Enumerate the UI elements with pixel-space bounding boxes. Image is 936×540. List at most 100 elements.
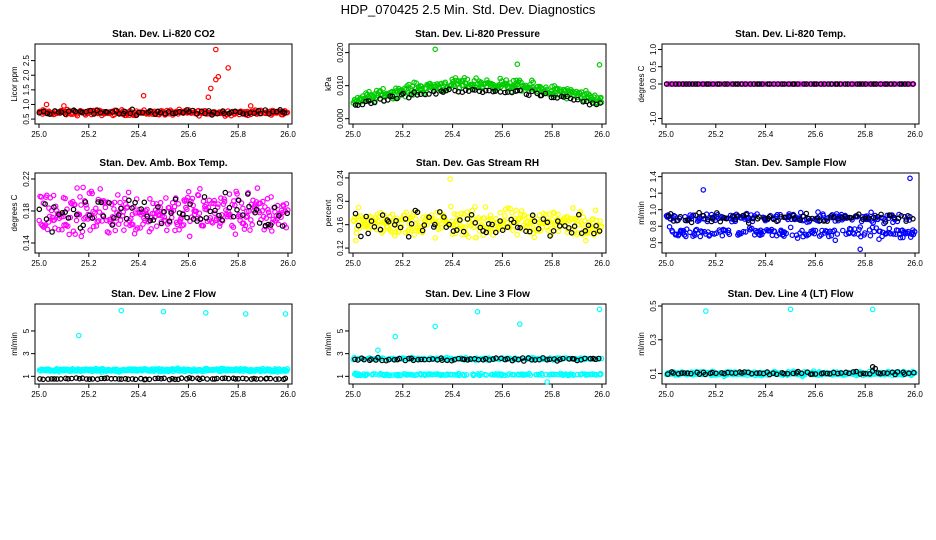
data-point xyxy=(132,376,139,383)
data-point xyxy=(825,81,832,87)
data-point xyxy=(770,370,777,377)
data-point xyxy=(355,204,362,211)
data-point xyxy=(78,233,85,240)
outlier-point xyxy=(474,308,481,315)
data-point xyxy=(221,196,228,202)
outlier-point xyxy=(76,332,82,339)
data-point xyxy=(582,355,588,362)
outlier-point xyxy=(596,306,603,313)
outlier-point xyxy=(61,103,67,109)
data-point xyxy=(232,202,238,209)
data-point xyxy=(147,196,153,202)
data-point xyxy=(894,218,901,225)
panel-rh: Stan. Dev. Gas Stream RH 25.0 25.2 25.4 25.6… xyxy=(324,158,610,268)
data-point xyxy=(478,370,485,377)
y-tick-label: 0.16 xyxy=(336,216,345,232)
data-point xyxy=(43,216,50,222)
data-point xyxy=(684,370,691,377)
data-point xyxy=(868,81,874,87)
data-point xyxy=(550,371,557,378)
data-point xyxy=(51,204,57,210)
data-point xyxy=(168,210,174,216)
data-point xyxy=(55,226,62,233)
y-tick-label: 1 xyxy=(22,374,31,379)
series-secondary xyxy=(663,81,916,87)
data-point xyxy=(248,217,254,223)
data-point xyxy=(221,110,227,117)
data-point xyxy=(77,194,83,200)
outlier-point xyxy=(432,323,439,330)
data-point xyxy=(436,209,443,215)
data-point xyxy=(492,229,499,236)
data-point xyxy=(797,217,803,224)
data-point xyxy=(738,81,745,87)
data-point xyxy=(476,228,483,235)
data-point xyxy=(592,356,599,363)
x-tick-label: 25.0 xyxy=(31,259,47,268)
data-point xyxy=(90,223,97,230)
x-tick-label: 25.8 xyxy=(857,390,873,399)
y-tick-label: 0.010 xyxy=(336,75,345,96)
data-point xyxy=(271,204,278,211)
data-point xyxy=(176,227,182,233)
x-tick-label: 25.0 xyxy=(345,130,361,139)
data-point xyxy=(897,234,904,241)
data-point xyxy=(898,81,905,87)
data-point xyxy=(806,215,812,222)
data-point xyxy=(352,213,358,220)
data-point xyxy=(86,376,93,383)
data-point xyxy=(486,229,492,235)
data-point xyxy=(463,371,470,378)
data-point xyxy=(176,108,183,115)
data-point xyxy=(180,222,187,228)
data-point xyxy=(583,98,590,105)
data-point xyxy=(521,212,528,219)
outlier-point xyxy=(242,311,249,317)
outlier-point xyxy=(700,187,707,193)
data-point xyxy=(89,215,96,221)
data-point xyxy=(147,108,153,114)
data-point xyxy=(898,213,905,219)
y-tick-label: 1.0 xyxy=(649,204,658,216)
data-point xyxy=(104,109,110,115)
y-tick-label: 0.6 xyxy=(649,237,658,249)
data-point xyxy=(812,227,819,234)
data-point xyxy=(751,81,757,87)
data-point xyxy=(843,369,849,376)
x-tick-label: 25.4 xyxy=(445,390,461,399)
data-point xyxy=(905,213,911,219)
data-point xyxy=(593,217,600,224)
data-point xyxy=(84,205,90,212)
data-point xyxy=(831,227,838,234)
data-point xyxy=(554,218,561,224)
plot-frame xyxy=(34,303,293,385)
data-point xyxy=(756,214,762,220)
data-point xyxy=(158,220,165,227)
data-point xyxy=(519,355,526,361)
outlier-point xyxy=(780,231,786,238)
data-point xyxy=(137,225,144,231)
data-point xyxy=(55,109,62,115)
data-point xyxy=(170,110,176,117)
data-point xyxy=(129,376,136,382)
data-point xyxy=(389,93,396,100)
data-point xyxy=(406,355,412,362)
x-tick-label: 25.6 xyxy=(495,259,511,268)
data-point xyxy=(414,209,421,216)
data-point xyxy=(451,211,458,217)
data-point xyxy=(878,211,884,218)
data-point xyxy=(842,81,849,87)
y-axis-label: Licor ppm xyxy=(10,66,19,101)
data-point xyxy=(377,226,384,233)
y-tick-label: 0.24 xyxy=(336,170,345,186)
data-point xyxy=(391,356,398,363)
x-tick-label: 26.0 xyxy=(907,390,923,399)
data-point xyxy=(239,375,246,382)
x-tick-label: 25.6 xyxy=(808,259,824,268)
panel-title: Stan. Dev. Sample Flow xyxy=(735,158,847,169)
data-point xyxy=(678,370,685,376)
data-point xyxy=(787,224,794,231)
data-point xyxy=(542,211,549,218)
panel-temp: Stan. Dev. Li-820 Temp. 25.0 25.2 25.4 25.6 2… xyxy=(637,29,923,139)
data-point xyxy=(458,210,465,217)
